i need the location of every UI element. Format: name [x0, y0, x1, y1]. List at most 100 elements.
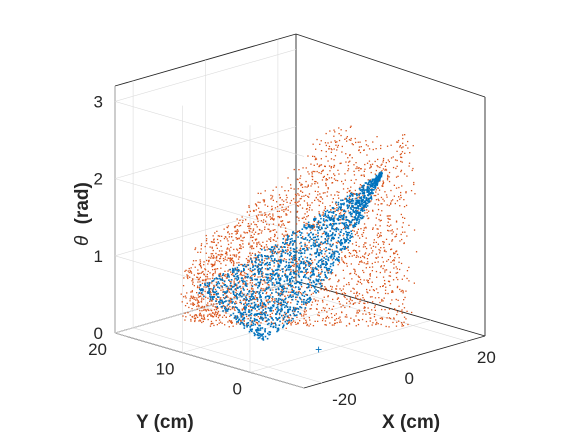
data-point [292, 250, 295, 253]
data-point [333, 166, 335, 168]
data-point [297, 201, 299, 203]
data-point [380, 144, 382, 147]
data-point [404, 217, 406, 219]
data-point [270, 194, 272, 197]
data-point [228, 233, 231, 235]
data-point [367, 307, 369, 309]
data-point [369, 189, 372, 191]
data-point [272, 229, 275, 231]
data-point [343, 222, 346, 225]
data-point [281, 310, 283, 312]
data-point [190, 318, 192, 321]
data-point [256, 256, 258, 258]
data-point [331, 286, 333, 288]
data-point [278, 279, 281, 282]
data-point [227, 307, 230, 309]
data-point [330, 273, 333, 275]
data-point [287, 291, 290, 293]
data-point [357, 275, 359, 277]
data-point [197, 285, 199, 287]
data-point [345, 137, 348, 139]
data-point [278, 252, 280, 254]
data-point [264, 257, 266, 260]
data-point [226, 308, 228, 311]
data-point [221, 322, 223, 324]
data-point [226, 226, 228, 228]
data-point [398, 320, 400, 322]
data-point [201, 317, 203, 319]
data-point [209, 290, 211, 292]
data-point [401, 156, 403, 159]
data-point [246, 293, 249, 295]
data-point [395, 276, 398, 279]
data-point [389, 218, 391, 220]
data-point [353, 249, 355, 251]
data-point [398, 257, 400, 259]
data-point [196, 315, 198, 317]
data-point [290, 270, 292, 273]
data-point [413, 181, 415, 184]
data-point [363, 200, 366, 202]
data-point [241, 221, 244, 224]
data-point [274, 250, 276, 253]
data-point [317, 191, 319, 193]
data-point [262, 199, 264, 201]
data-point [365, 144, 368, 146]
data-point [200, 244, 202, 247]
data-point [340, 306, 342, 308]
data-point [251, 246, 253, 248]
data-point [314, 216, 316, 218]
data-point [203, 308, 205, 310]
data-point [226, 238, 228, 240]
data-point [268, 224, 270, 226]
data-point [324, 320, 327, 322]
data-point [331, 259, 334, 261]
data-point [192, 278, 194, 280]
data-point [252, 264, 254, 266]
data-point [236, 268, 238, 270]
data-point [331, 308, 333, 310]
data-point [269, 213, 271, 215]
data-point [362, 204, 364, 206]
data-point [389, 255, 391, 258]
data-point [236, 275, 238, 278]
data-point [247, 318, 249, 320]
data-point [266, 264, 268, 267]
data-point [256, 266, 259, 269]
data-point [217, 278, 219, 280]
data-point [298, 230, 301, 232]
data-point [269, 239, 271, 241]
data-point [388, 176, 390, 178]
data-point [232, 291, 235, 293]
data-point [224, 291, 227, 294]
data-point [297, 205, 300, 207]
data-point [335, 222, 338, 225]
data-point [355, 214, 357, 216]
data-point [282, 238, 285, 240]
data-point [279, 260, 281, 262]
data-point [348, 283, 350, 286]
data-point [294, 307, 297, 309]
data-point [238, 294, 240, 296]
data-point [215, 314, 218, 316]
data-point [295, 273, 297, 275]
data-point [225, 273, 227, 276]
data-point [391, 291, 393, 293]
data-point [272, 289, 274, 291]
data-point [349, 237, 351, 239]
data-point [212, 279, 215, 282]
data-point [306, 223, 309, 225]
data-point [262, 288, 264, 290]
data-point [380, 171, 382, 173]
data-point [305, 262, 307, 264]
data-point [363, 307, 365, 309]
data-point [245, 219, 247, 221]
data-point [352, 287, 354, 289]
data-point [319, 193, 321, 195]
data-point [298, 181, 301, 184]
data-point [320, 241, 323, 243]
data-point [265, 312, 267, 314]
data-point [308, 265, 311, 267]
data-point [244, 265, 246, 267]
data-point [251, 274, 253, 277]
